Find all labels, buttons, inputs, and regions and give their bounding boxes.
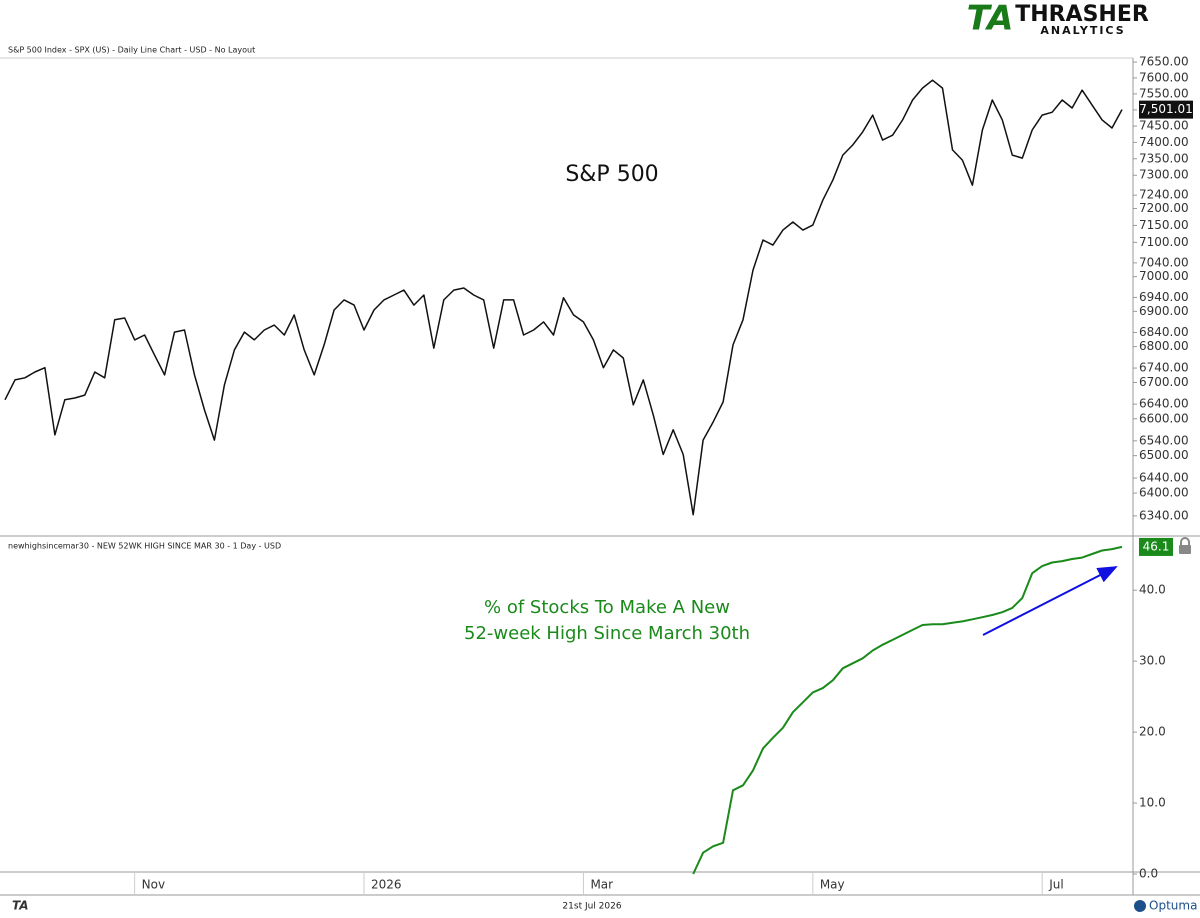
y-tick-label: 10.0 — [1139, 796, 1166, 810]
annotation: S&P 500 — [565, 162, 658, 187]
last-value-label: 7,501.01 — [1139, 102, 1192, 116]
last-value-box — [1139, 537, 1173, 556]
x-tick-label: Mar — [590, 878, 613, 892]
y-tick-label: 7550.00 — [1139, 86, 1189, 100]
footer-logo — [1134, 900, 1146, 912]
y-tick-label: 6640.00 — [1139, 397, 1189, 411]
panel-title: newhighsincemar30 - NEW 52WK HIGH SINCE … — [8, 542, 281, 551]
y-tick-label: 6800.00 — [1139, 339, 1189, 353]
y-tick-label: 7400.00 — [1139, 135, 1189, 149]
y-tick-label: 6340.00 — [1139, 508, 1189, 522]
y-tick-label: 7240.00 — [1139, 188, 1189, 202]
y-tick-label: 0.0 — [1139, 867, 1158, 881]
y-tick-label: 7150.00 — [1139, 218, 1189, 232]
y-tick-label: 7450.00 — [1139, 119, 1189, 133]
y-tick-label: 7040.00 — [1139, 255, 1189, 269]
data-line — [692, 545, 1123, 875]
data-line — [4, 79, 1123, 516]
y-tick-label: 7100.00 — [1139, 235, 1189, 249]
lock-icon[interactable] — [1179, 545, 1191, 554]
last-value-label: 46.1 — [1143, 539, 1170, 553]
x-tick-label: Nov — [142, 878, 165, 892]
footer-brand: Optuma — [1149, 899, 1197, 913]
x-tick-label: May — [820, 878, 845, 892]
y-tick-label: 7350.00 — [1139, 151, 1189, 165]
trend-arrow — [982, 566, 1118, 636]
last-value-box — [1139, 100, 1193, 119]
x-tick-label: 2026 — [371, 878, 402, 892]
y-tick-label: 7600.00 — [1139, 70, 1189, 84]
footer-date: 21st Jul 2026 — [562, 902, 621, 912]
y-tick-label: 6500.00 — [1139, 448, 1189, 462]
panel-title: S&P 500 Index - SPX (US) - Daily Line Ch… — [8, 46, 255, 55]
annotation: 52-week High Since March 30th — [464, 623, 750, 644]
annotation: % of Stocks To Make A New — [484, 597, 730, 618]
y-tick-label: 30.0 — [1139, 654, 1166, 668]
y-tick-label: 6840.00 — [1139, 325, 1189, 339]
y-tick-label: 7650.00 — [1139, 55, 1189, 69]
x-tick-label: Jul — [1048, 878, 1063, 892]
footer-mark: TA — [12, 899, 29, 913]
logo-sub: ANALYTICS — [1040, 24, 1125, 37]
y-tick-label: 40.0 — [1139, 583, 1166, 597]
logo-mark: TA — [967, 0, 1014, 39]
y-tick-label: 6940.00 — [1139, 290, 1189, 304]
y-tick-label: 6540.00 — [1139, 433, 1189, 447]
y-tick-label: 20.0 — [1139, 725, 1166, 739]
y-tick-label: 7200.00 — [1139, 201, 1189, 215]
logo-brand: THRASHER — [1015, 2, 1149, 27]
y-tick-label: 7300.00 — [1139, 168, 1189, 182]
y-tick-label: 6440.00 — [1139, 471, 1189, 485]
y-tick-label: 6740.00 — [1139, 361, 1189, 375]
lock-icon — [1180, 537, 1190, 545]
y-tick-label: 6900.00 — [1139, 304, 1189, 318]
y-tick-label: 6400.00 — [1139, 486, 1189, 500]
y-tick-label: 7000.00 — [1139, 269, 1189, 283]
y-tick-label: 6600.00 — [1139, 411, 1189, 425]
y-tick-label: 6700.00 — [1139, 375, 1189, 389]
